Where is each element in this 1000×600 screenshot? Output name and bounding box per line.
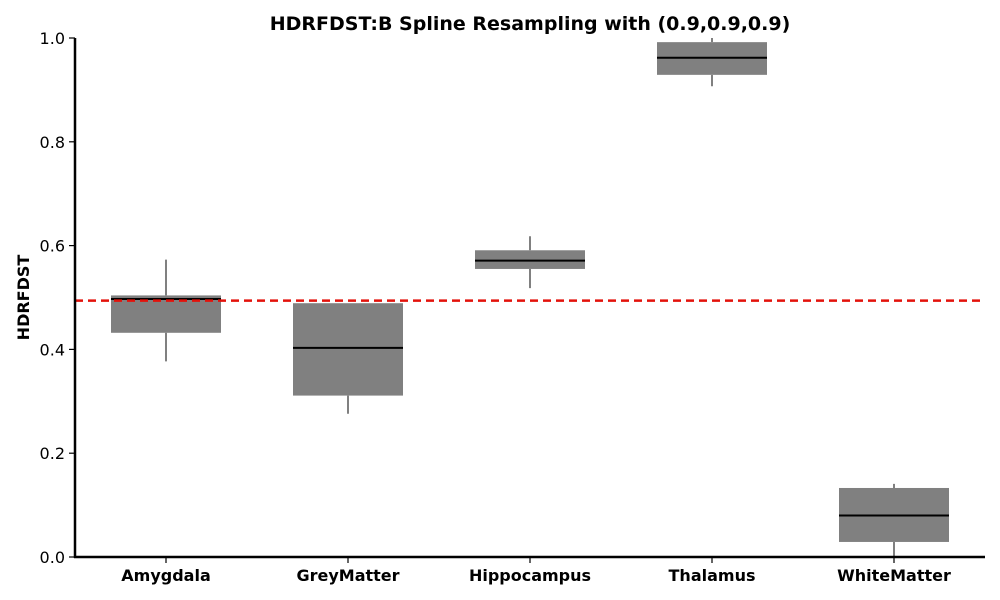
chart-title: HDRFDST:B Spline Resampling with (0.9,0.… [270,13,791,35]
y-tick-label: 0.0 [40,548,65,567]
x-tick-label: Amygdala [121,566,210,585]
box-group [111,259,221,362]
y-tick-label: 0.2 [40,444,65,463]
boxes-layer [111,38,949,557]
y-tick-label: 1.0 [40,29,65,48]
x-tick-label: Hippocampus [469,566,591,585]
axes-layer: 0.0 0.2 0.4 0.6 0.8 1.0 Amygdala GreyMatter Hipp… [40,29,985,585]
box-group [293,303,403,414]
box [293,303,403,396]
box-group [475,236,585,289]
y-tick-label: 0.6 [40,237,65,256]
y-tick-label: 0.4 [40,340,65,359]
x-tick-label: GreyMatter [296,566,399,585]
x-tick-label: Thalamus [669,566,756,585]
y-tick-label: 0.8 [40,133,65,152]
box-group [657,38,767,87]
x-tick-label: WhiteMatter [837,566,951,585]
box [475,250,585,269]
box-group [839,483,949,557]
y-axis-label: HDRFDST [14,255,33,341]
